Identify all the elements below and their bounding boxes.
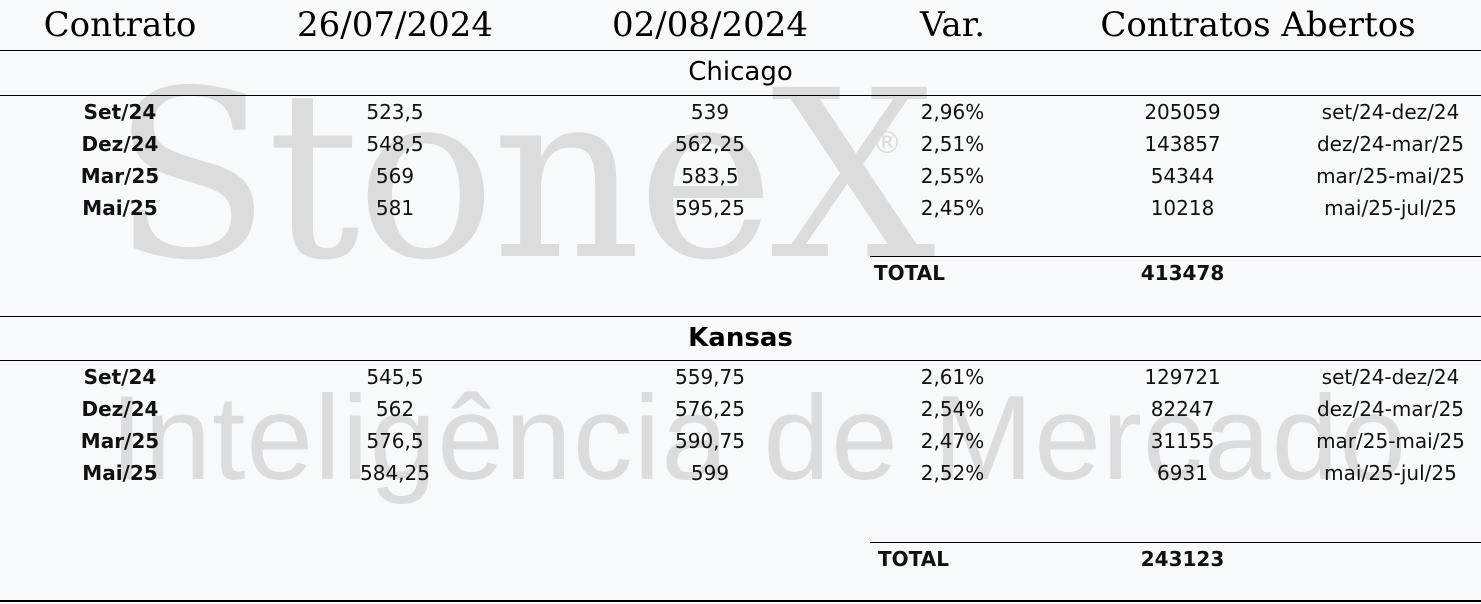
cell-contract: Set/24 xyxy=(83,365,157,389)
header-date-2: 02/08/2024 xyxy=(612,5,808,45)
kansas-divider xyxy=(0,360,1481,361)
cell-price-date-1: 523,5 xyxy=(366,100,424,124)
chicago-divider xyxy=(0,95,1481,96)
header-var: Var. xyxy=(919,5,986,45)
cell-price-date-1: 584,25 xyxy=(360,461,430,485)
cell-variation: 2,54% xyxy=(920,397,985,421)
cell-open-contracts: 205059 xyxy=(1144,100,1221,124)
chicago-total-value: 413478 xyxy=(1140,261,1225,285)
cell-price-date-2: 595,25 xyxy=(675,196,745,220)
cell-open-contracts: 10218 xyxy=(1150,196,1215,220)
cell-variation: 2,51% xyxy=(920,132,985,156)
cell-spread: mar/25-mai/25 xyxy=(1316,164,1465,188)
cell-contract: Mar/25 xyxy=(80,429,160,453)
cell-open-contracts: 6931 xyxy=(1157,461,1208,485)
chicago-total-label: TOTAL xyxy=(874,261,945,285)
kansas-total-label: TOTAL xyxy=(878,547,949,571)
cell-spread: mai/25-jul/25 xyxy=(1324,196,1457,220)
section-title-kansas: Kansas xyxy=(688,323,793,353)
chicago-total-divider xyxy=(870,256,1481,257)
section-title-chicago: Chicago xyxy=(688,57,793,87)
cell-price-date-2: 590,75 xyxy=(675,429,745,453)
header-open-contracts: Contratos Abertos xyxy=(1100,5,1416,45)
cell-contract: Set/24 xyxy=(83,100,157,124)
cell-price-date-2: 599 xyxy=(690,461,730,485)
cell-open-contracts: 129721 xyxy=(1144,365,1221,389)
cell-variation: 2,52% xyxy=(920,461,985,485)
cell-open-contracts: 31155 xyxy=(1150,429,1215,453)
cell-price-date-1: 569 xyxy=(375,164,415,188)
cell-price-date-1: 576,5 xyxy=(366,429,424,453)
cell-contract: Dez/24 xyxy=(81,132,159,156)
cell-price-date-1: 545,5 xyxy=(366,365,424,389)
kansas-total-value: 243123 xyxy=(1140,547,1225,571)
cell-spread: set/24-dez/24 xyxy=(1321,365,1460,389)
cell-price-date-2: 583,5 xyxy=(681,164,739,188)
cell-open-contracts: 82247 xyxy=(1150,397,1215,421)
cell-variation: 2,96% xyxy=(920,100,985,124)
cell-open-contracts: 143857 xyxy=(1144,132,1221,156)
cell-price-date-2: 562,25 xyxy=(675,132,745,156)
cell-price-date-2: 576,25 xyxy=(675,397,745,421)
cell-price-date-2: 539 xyxy=(690,100,730,124)
cell-price-date-1: 548,5 xyxy=(366,132,424,156)
header-date-1: 26/07/2024 xyxy=(297,5,493,45)
cell-variation: 2,47% xyxy=(920,429,985,453)
cell-spread: mar/25-mai/25 xyxy=(1316,429,1465,453)
cell-spread: mai/25-jul/25 xyxy=(1324,461,1457,485)
cell-spread: set/24-dez/24 xyxy=(1321,100,1460,124)
cell-open-contracts: 54344 xyxy=(1150,164,1215,188)
cell-contract: Mar/25 xyxy=(80,164,160,188)
header-contrato: Contrato xyxy=(43,5,197,45)
cell-price-date-1: 562 xyxy=(375,397,415,421)
cell-price-date-2: 559,75 xyxy=(675,365,745,389)
kansas-total-divider xyxy=(870,542,1481,543)
cell-price-date-1: 581 xyxy=(375,196,415,220)
cell-spread: dez/24-mar/25 xyxy=(1316,397,1465,421)
cell-variation: 2,61% xyxy=(920,365,985,389)
cell-variation: 2,45% xyxy=(920,196,985,220)
cell-contract: Dez/24 xyxy=(81,397,159,421)
kansas-top-divider xyxy=(0,316,1481,317)
cell-variation: 2,55% xyxy=(920,164,985,188)
header-divider xyxy=(0,50,1481,51)
cell-spread: dez/24-mar/25 xyxy=(1316,132,1465,156)
cell-contract: Mai/25 xyxy=(82,461,158,485)
cell-contract: Mai/25 xyxy=(82,196,158,220)
table-bottom-border xyxy=(0,600,1481,602)
